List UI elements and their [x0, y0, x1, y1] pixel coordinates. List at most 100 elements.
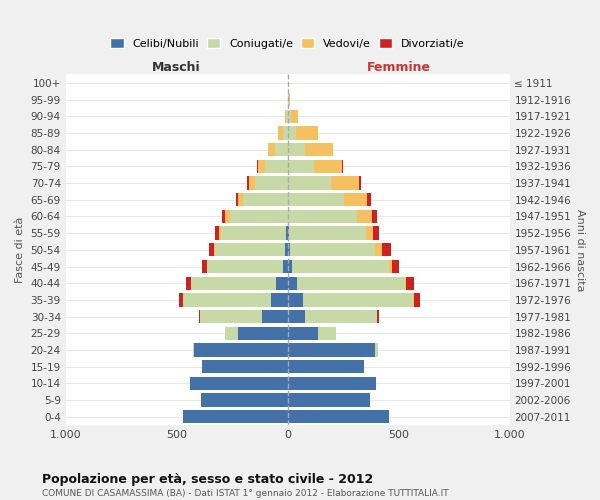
- Bar: [271, 293, 287, 306]
- Bar: [200, 310, 262, 324]
- Bar: [375, 243, 382, 256]
- Bar: [287, 293, 302, 306]
- Bar: [215, 243, 286, 256]
- Bar: [373, 226, 379, 240]
- Bar: [209, 243, 214, 256]
- Bar: [389, 260, 392, 273]
- Bar: [296, 126, 317, 140]
- Bar: [375, 344, 378, 356]
- Bar: [377, 310, 379, 324]
- Bar: [344, 193, 367, 206]
- Bar: [286, 243, 287, 256]
- Bar: [289, 93, 290, 106]
- Bar: [202, 360, 287, 374]
- Bar: [262, 310, 287, 324]
- Bar: [256, 176, 287, 190]
- Bar: [194, 344, 287, 356]
- Bar: [226, 326, 238, 340]
- Bar: [342, 160, 343, 173]
- Bar: [287, 376, 376, 390]
- Bar: [278, 126, 283, 140]
- Bar: [287, 93, 289, 106]
- Bar: [331, 176, 359, 190]
- Bar: [287, 143, 305, 156]
- Text: Popolazione per età, sesso e stato civile - 2012: Popolazione per età, sesso e stato civil…: [42, 472, 373, 486]
- Bar: [238, 193, 243, 206]
- Bar: [277, 276, 287, 290]
- Bar: [236, 193, 238, 206]
- Text: COMUNE DI CASAMASSIMA (BA) - Dati ISTAT 1° gennaio 2012 - Elaborazione TUTTITALI: COMUNE DI CASAMASSIMA (BA) - Dati ISTAT …: [42, 489, 449, 498]
- Bar: [406, 276, 414, 290]
- Bar: [243, 193, 287, 206]
- Bar: [201, 394, 287, 407]
- Bar: [358, 210, 372, 223]
- Bar: [183, 410, 287, 424]
- Bar: [287, 110, 291, 123]
- Bar: [190, 376, 287, 390]
- Bar: [283, 260, 287, 273]
- Bar: [404, 276, 406, 290]
- Bar: [183, 293, 271, 306]
- Bar: [268, 143, 275, 156]
- Text: Maschi: Maschi: [152, 62, 201, 74]
- Bar: [214, 243, 215, 256]
- Bar: [287, 210, 358, 223]
- Bar: [287, 243, 290, 256]
- Bar: [283, 126, 287, 140]
- Bar: [249, 176, 256, 190]
- Bar: [317, 326, 337, 340]
- Bar: [287, 410, 389, 424]
- Bar: [372, 210, 377, 223]
- Bar: [275, 143, 287, 156]
- Bar: [219, 226, 221, 240]
- Bar: [287, 276, 297, 290]
- Bar: [247, 176, 249, 190]
- Bar: [287, 326, 317, 340]
- Bar: [199, 310, 200, 324]
- Bar: [291, 110, 298, 123]
- Bar: [202, 260, 206, 273]
- Bar: [287, 394, 370, 407]
- Bar: [265, 160, 287, 173]
- Bar: [222, 210, 226, 223]
- Text: Femmine: Femmine: [367, 62, 431, 74]
- Bar: [179, 293, 183, 306]
- Bar: [290, 243, 375, 256]
- Bar: [191, 276, 277, 290]
- Bar: [287, 176, 331, 190]
- Bar: [302, 293, 413, 306]
- Bar: [367, 226, 373, 240]
- Bar: [359, 176, 361, 190]
- Bar: [287, 126, 296, 140]
- Bar: [367, 193, 371, 206]
- Bar: [289, 226, 367, 240]
- Bar: [305, 310, 377, 324]
- Bar: [206, 260, 283, 273]
- Bar: [215, 226, 219, 240]
- Bar: [286, 110, 287, 123]
- Bar: [287, 360, 364, 374]
- Bar: [287, 226, 289, 240]
- Bar: [413, 293, 419, 306]
- Bar: [305, 143, 333, 156]
- Bar: [186, 276, 191, 290]
- Bar: [292, 260, 389, 273]
- Bar: [238, 326, 287, 340]
- Bar: [287, 344, 375, 356]
- Bar: [221, 226, 286, 240]
- Bar: [193, 344, 194, 356]
- Bar: [287, 160, 314, 173]
- Bar: [287, 260, 292, 273]
- Bar: [286, 226, 287, 240]
- Y-axis label: Anni di nascita: Anni di nascita: [575, 208, 585, 291]
- Bar: [392, 260, 399, 273]
- Bar: [287, 193, 344, 206]
- Bar: [297, 276, 404, 290]
- Legend: Celibi/Nubili, Coniugati/e, Vedovi/e, Divorziati/e: Celibi/Nubili, Coniugati/e, Vedovi/e, Di…: [107, 34, 468, 52]
- Y-axis label: Fasce di età: Fasce di età: [15, 216, 25, 283]
- Bar: [382, 243, 391, 256]
- Bar: [287, 310, 305, 324]
- Bar: [314, 160, 342, 173]
- Bar: [226, 210, 230, 223]
- Bar: [230, 210, 287, 223]
